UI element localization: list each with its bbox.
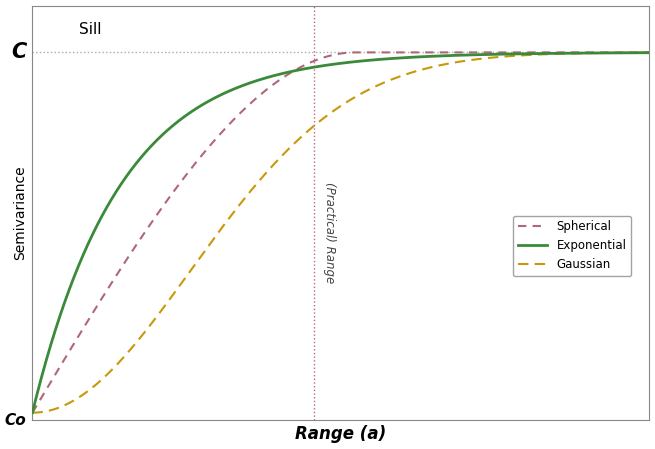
Text: Sill: Sill xyxy=(79,22,102,37)
Y-axis label: Semivariance: Semivariance xyxy=(13,165,27,260)
Text: Co: Co xyxy=(5,413,26,428)
Text: C: C xyxy=(11,42,26,62)
Legend: Spherical, Exponential, Gaussian: Spherical, Exponential, Gaussian xyxy=(513,216,631,276)
Text: (Practical) Range: (Practical) Range xyxy=(324,182,336,283)
X-axis label: Range (a): Range (a) xyxy=(295,426,386,444)
